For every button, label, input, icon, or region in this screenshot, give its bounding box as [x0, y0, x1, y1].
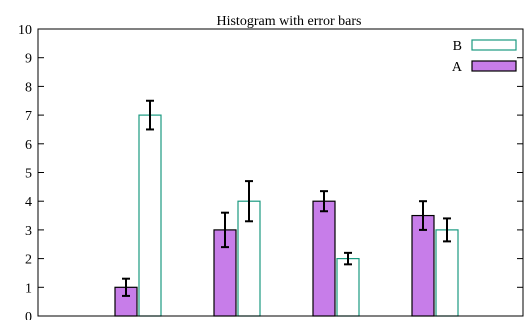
chart-title: Histogram with error bars — [216, 14, 361, 29]
legend-swatch-a — [471, 60, 517, 72]
y-tick-label: 8 — [25, 80, 32, 95]
y-tick-label: 7 — [25, 109, 32, 124]
y-tick-label: 9 — [25, 52, 32, 67]
bar-b-4 — [435, 229, 459, 317]
y-tick-label: 10 — [18, 23, 32, 38]
legend-label-b: B — [453, 39, 462, 54]
y-tick-label: 4 — [25, 195, 32, 210]
y-tick-label: 1 — [25, 281, 32, 296]
y-tick-label: 6 — [25, 138, 32, 153]
y-axis: 0 1 2 3 4 5 6 7 8 9 10 — [18, 23, 523, 320]
y-tick-label: 2 — [25, 253, 32, 268]
plot-frame — [37, 28, 524, 317]
legend: BA — [452, 39, 517, 75]
y-tick-label: 5 — [25, 167, 32, 182]
bar-series — [114, 114, 459, 317]
legend-swatch-b — [471, 39, 517, 51]
y-tick-label: 0 — [25, 310, 32, 320]
error-bars — [122, 99, 451, 297]
bar-a-3 — [312, 200, 336, 317]
y-tick-label: 3 — [25, 224, 32, 239]
legend-label-a: A — [452, 60, 463, 75]
bar-b-3 — [336, 258, 360, 317]
bar-b-1 — [138, 114, 162, 317]
